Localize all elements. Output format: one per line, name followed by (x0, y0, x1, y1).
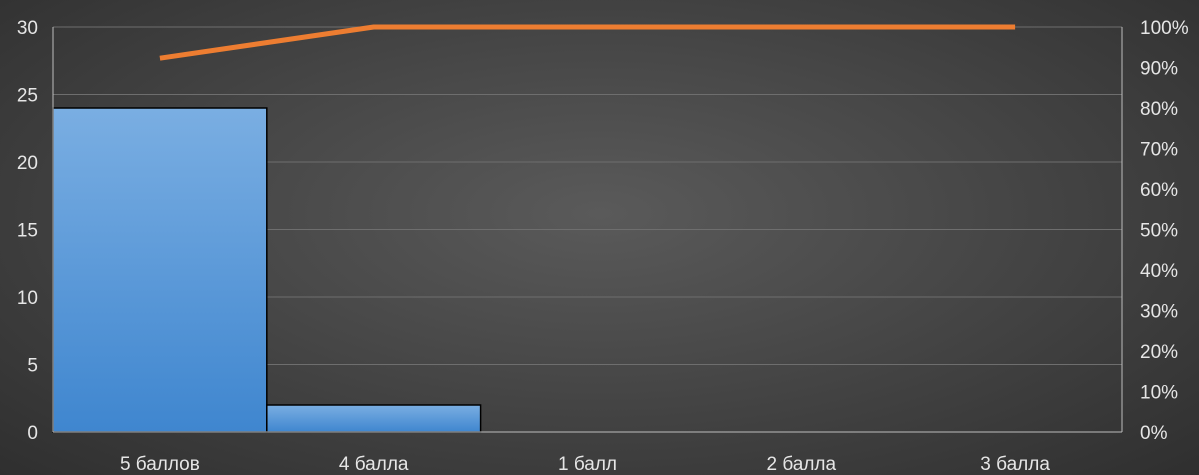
right-axis-tick-label: 60% (1140, 180, 1178, 201)
bar (52, 107, 268, 433)
right-axis-tick-label: 40% (1140, 261, 1178, 282)
left-axis-tick-labels: 0 5 10 15 20 25 30 (17, 18, 38, 444)
cumulative-line (159, 24, 1016, 61)
right-axis-tick-label: 20% (1140, 342, 1178, 363)
x-axis-tick-label: 5 баллов (120, 454, 200, 475)
right-axis-tick-label: 30% (1140, 302, 1178, 323)
right-axis-tick-labels: 0% 10% 20% 30% 40% 50% 60% 70% 80% 90% 100% (1140, 18, 1189, 444)
x-axis-tick-label: 2 балла (766, 454, 836, 475)
left-axis-tick-label: 0 (27, 423, 38, 444)
right-axis-tick-label: 50% (1140, 221, 1178, 242)
bar-series (52, 107, 482, 433)
left-axis-tick-label: 25 (17, 86, 38, 107)
right-axis-tick-label: 90% (1140, 59, 1178, 80)
bar (266, 404, 482, 433)
x-axis-tick-label: 3 балла (980, 454, 1050, 475)
left-axis-tick-label: 10 (17, 288, 38, 309)
left-axis-tick-label: 20 (17, 153, 38, 174)
right-axis-tick-label: 100% (1140, 18, 1189, 39)
right-axis-tick-label: 0% (1140, 423, 1168, 444)
right-axis-tick-label: 80% (1140, 99, 1178, 120)
right-axis-tick-label: 10% (1140, 383, 1178, 404)
axes (52, 27, 1123, 433)
x-axis-tick-label: 4 балла (339, 454, 409, 475)
left-axis-tick-label: 30 (17, 18, 38, 39)
x-axis-tick-label: 1 балл (558, 454, 617, 475)
x-axis-tick-labels: 5 баллов 4 балла 1 балл 2 балла 3 балла (120, 454, 1050, 475)
cumulative-line-series (159, 24, 1016, 61)
right-axis-tick-label: 70% (1140, 140, 1178, 161)
left-axis-tick-label: 5 (27, 356, 38, 377)
left-axis-tick-label: 15 (17, 221, 38, 242)
